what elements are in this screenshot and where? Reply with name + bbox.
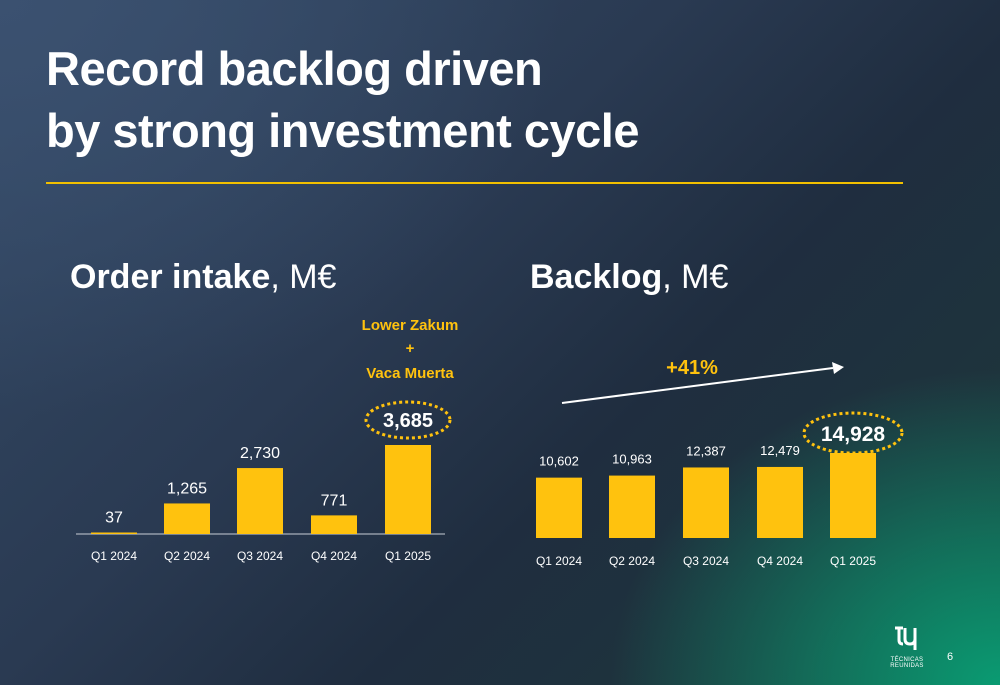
title-divider [46,182,903,184]
order-intake-highlight-ring [364,400,452,440]
backlog-value-label-1: 10,602 [539,454,579,469]
backlog-tick-label-4: Q4 2024 [757,554,803,568]
backlog-title: Backlog, M€ [530,258,729,296]
backlog-value-label-2: 10,963 [612,452,652,467]
order-intake-bar-4 [311,515,357,534]
page-number: 6 [947,651,954,663]
order-intake-bar-3 [237,468,283,534]
backlog-bar-5 [830,453,876,538]
backlog-value-label-4: 12,479 [760,443,800,458]
growth-arrow-head-icon [832,362,844,374]
order-intake-bar-2 [164,503,210,534]
slide-title: Record backlog driven by strong investme… [46,38,639,162]
company-logo: TÉCNICAS REUNIDAS [875,625,939,669]
order-intake-annotation-line-3: Vaca Muerta [366,365,454,382]
backlog-bar-3 [683,467,729,538]
backlog-tick-label-1: Q1 2024 [536,554,582,568]
order-intake-value-label-3: 2,730 [240,445,280,462]
growth-label: +41% [666,357,718,379]
tr-logo-icon [895,626,917,650]
order-intake-annotation-line-2: + [406,340,415,357]
order-intake-value-label-1: 37 [105,510,123,527]
backlog-tick-label-3: Q3 2024 [683,554,729,568]
order-intake-annotation-line-1: Lower Zakum [362,317,459,334]
order-intake-value-label-5: 3,685 [383,410,433,432]
order-intake-tick-label-2: Q2 2024 [164,549,210,563]
logo-text: TÉCNICAS REUNIDAS [890,657,924,669]
title-line-2: by strong investment cycle [46,104,639,157]
backlog-bar-2 [609,475,655,538]
backlog-bar-4 [757,466,803,538]
order-intake-tick-label-1: Q1 2024 [91,549,137,563]
backlog-tick-label-5: Q1 2025 [830,554,876,568]
backlog-value-label-3: 12,387 [686,443,726,458]
growth-arrow-line [561,367,834,404]
order-intake-bar-1 [91,532,137,534]
order-intake-title: Order intake, M€ [70,258,337,296]
backlog-highlight-ring [802,411,904,455]
title-line-1: Record backlog driven [46,42,543,95]
order-intake-tick-label-3: Q3 2024 [237,549,283,563]
order-intake-tick-label-5: Q1 2025 [385,549,431,563]
backlog-bar-1 [536,477,582,538]
order-intake-tick-label-4: Q4 2024 [311,549,357,563]
order-intake-value-label-4: 771 [321,492,348,509]
backlog-value-label-5: 14,928 [821,423,886,446]
order-intake-value-label-2: 1,265 [167,480,207,497]
backlog-tick-label-2: Q2 2024 [609,554,655,568]
order-intake-bar-5 [385,445,431,534]
